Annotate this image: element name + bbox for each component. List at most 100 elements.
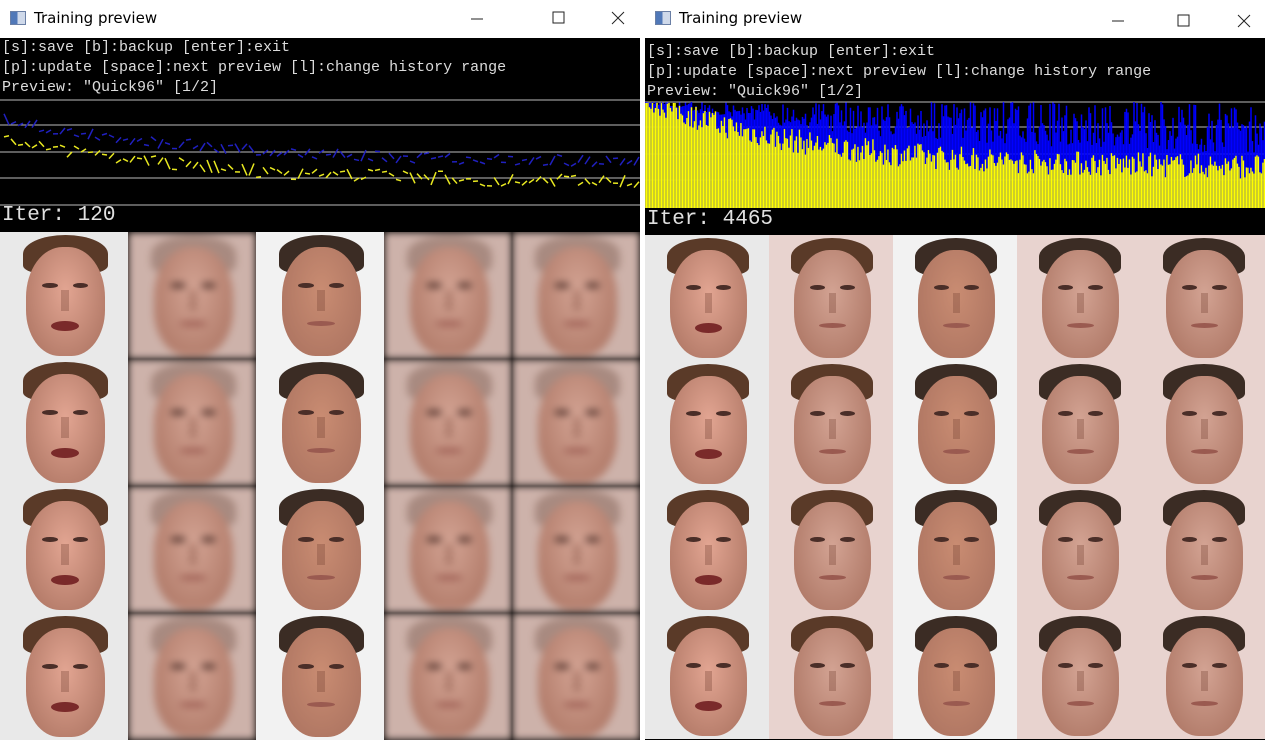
loss-dash-blue bbox=[122, 138, 129, 142]
loss-dash-yellow bbox=[367, 168, 374, 172]
loss-dash-blue bbox=[10, 120, 17, 125]
loss-dash-blue bbox=[31, 119, 38, 129]
close-button[interactable] bbox=[1237, 14, 1251, 28]
loss-dash-blue bbox=[87, 128, 94, 140]
preview-image bbox=[1141, 235, 1265, 361]
loss-dash-yellow bbox=[605, 176, 612, 184]
loss-dash-yellow bbox=[227, 163, 234, 170]
loss-dash-yellow bbox=[136, 157, 143, 160]
preview-image bbox=[512, 486, 640, 613]
loss-dash-yellow bbox=[108, 152, 115, 160]
loss-dash-yellow bbox=[374, 168, 381, 172]
preview-image bbox=[128, 232, 256, 359]
preview-image bbox=[1017, 361, 1141, 487]
maximize-button[interactable] bbox=[1177, 14, 1190, 27]
loss-dash-yellow bbox=[514, 181, 521, 184]
help-line: [p]:update [space]:next preview [l]:chan… bbox=[647, 63, 1152, 80]
loss-dash-blue bbox=[325, 153, 332, 156]
loss-dash-yellow bbox=[255, 176, 262, 179]
loss-dash-yellow bbox=[381, 170, 388, 173]
loss-dash-yellow bbox=[500, 183, 507, 187]
loss-dash-blue bbox=[556, 153, 563, 157]
console: [s]:save [b]:backup [enter]:exit [p]:upd… bbox=[645, 38, 1265, 740]
preview-image bbox=[893, 235, 1017, 361]
loss-dash-yellow bbox=[458, 179, 465, 182]
loss-dash-blue bbox=[199, 142, 206, 152]
loss-dash-yellow bbox=[241, 163, 248, 176]
loss-dash-blue bbox=[542, 163, 549, 166]
loss-graph bbox=[645, 101, 1265, 208]
loss-dash-yellow bbox=[122, 158, 129, 163]
loss-dash-blue bbox=[409, 160, 416, 164]
loss-dash-blue bbox=[514, 162, 521, 166]
loss-dash-blue bbox=[430, 157, 437, 160]
loss-dash-yellow bbox=[563, 175, 570, 178]
loss-dash-blue bbox=[108, 134, 115, 139]
preview-image bbox=[1141, 361, 1265, 487]
help-line: Preview: "Quick96" [1/2] bbox=[647, 83, 864, 100]
preview-image bbox=[256, 486, 384, 613]
loss-dash-blue bbox=[269, 149, 276, 157]
loss-dash-yellow bbox=[416, 173, 423, 180]
preview-image bbox=[1017, 613, 1141, 739]
loss-dash-blue bbox=[416, 152, 423, 159]
preview-image bbox=[645, 235, 769, 361]
loss-dash-yellow bbox=[94, 149, 101, 156]
loss-dash-blue bbox=[45, 129, 52, 134]
loss-dash-yellow bbox=[577, 181, 584, 187]
loss-dash-yellow bbox=[311, 168, 318, 174]
loss-dash-yellow bbox=[430, 171, 437, 186]
app-icon bbox=[10, 11, 26, 25]
loss-dash-yellow bbox=[346, 168, 353, 180]
loss-dash-blue bbox=[94, 136, 101, 141]
loss-dash-blue bbox=[101, 132, 108, 136]
loss-dash-yellow bbox=[59, 144, 66, 148]
loss-dash-yellow bbox=[360, 176, 367, 181]
loss-dash-yellow bbox=[619, 174, 626, 188]
close-button[interactable] bbox=[611, 11, 625, 25]
preview-grid bbox=[645, 235, 1265, 740]
loss-dash-yellow bbox=[339, 170, 346, 173]
loss-dash-blue bbox=[80, 132, 87, 135]
loss-dash-yellow bbox=[52, 145, 59, 148]
preview-image bbox=[1141, 487, 1265, 613]
loss-dash-blue bbox=[276, 151, 283, 157]
loss-dash-blue bbox=[311, 156, 318, 160]
loss-dash-blue bbox=[297, 153, 304, 158]
loss-dash-yellow bbox=[31, 144, 38, 149]
loss-dash-yellow bbox=[507, 173, 514, 185]
loss-dash-yellow bbox=[297, 168, 304, 180]
loss-dash-yellow bbox=[24, 141, 31, 148]
loss-dash-blue bbox=[584, 156, 591, 165]
loss-dash-yellow bbox=[598, 175, 605, 184]
loss-dash-yellow bbox=[38, 140, 45, 148]
loss-dash-yellow bbox=[493, 176, 500, 186]
loss-dash-yellow bbox=[248, 163, 255, 176]
loss-dash-yellow bbox=[325, 171, 332, 179]
loss-dash-yellow bbox=[633, 181, 640, 189]
loss-dash-blue bbox=[486, 157, 493, 160]
loss-dash-yellow bbox=[423, 174, 430, 181]
loss-dash-blue bbox=[493, 153, 500, 159]
loss-dash-yellow bbox=[73, 145, 80, 150]
loss-dash-yellow bbox=[584, 178, 591, 185]
preview-image bbox=[769, 613, 893, 739]
loss-dash-blue bbox=[164, 142, 171, 146]
loss-dash-blue bbox=[619, 157, 626, 166]
preview-image bbox=[645, 361, 769, 487]
window: Training preview [s]:save [b]:backup [en… bbox=[645, 0, 1265, 740]
loss-dash-yellow bbox=[332, 171, 339, 176]
loss-dash-blue bbox=[479, 161, 486, 165]
maximize-button[interactable] bbox=[552, 11, 565, 24]
loss-dash-blue bbox=[577, 154, 584, 163]
loss-dash-blue bbox=[388, 152, 395, 160]
loss-dash-yellow bbox=[395, 178, 402, 182]
preview-image bbox=[128, 613, 256, 740]
title-bar: Training preview bbox=[645, 0, 1265, 38]
loss-dash-yellow bbox=[164, 157, 171, 170]
loss-dash-yellow bbox=[157, 157, 164, 165]
loss-dash-blue bbox=[318, 149, 325, 154]
preview-image bbox=[1141, 613, 1265, 739]
loss-dash-blue bbox=[339, 150, 346, 159]
loss-dash-blue bbox=[591, 161, 598, 168]
